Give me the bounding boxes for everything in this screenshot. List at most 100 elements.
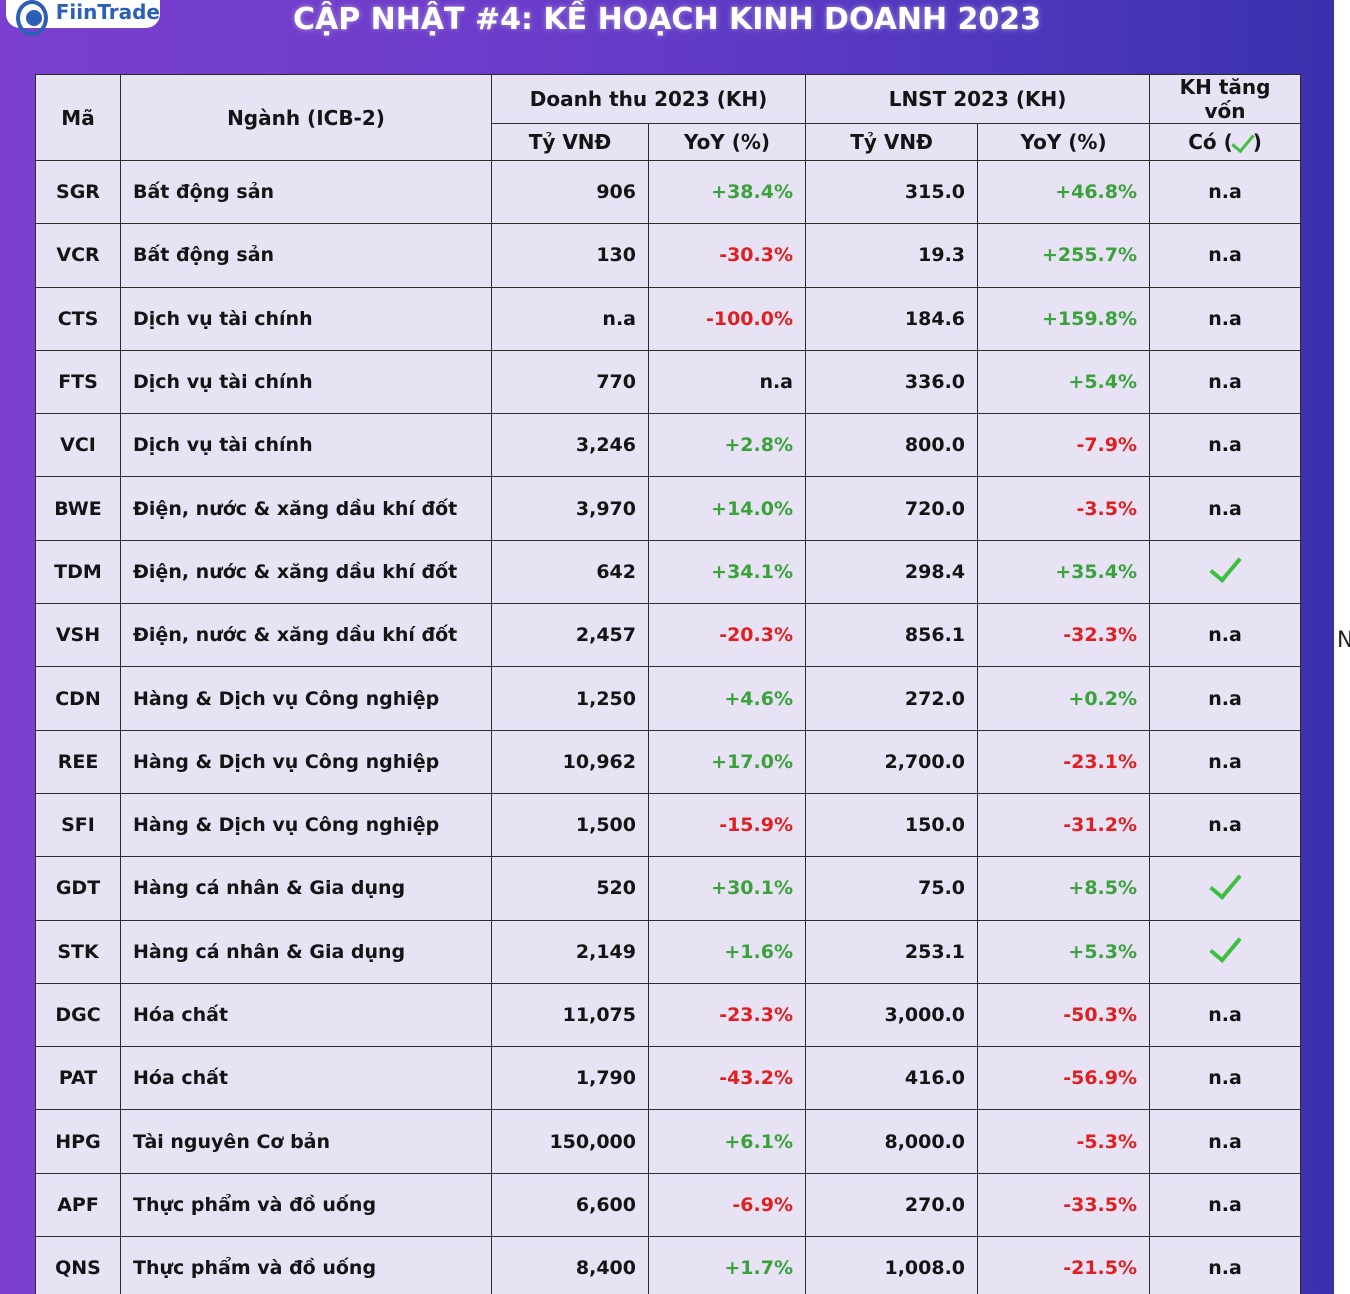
cell-sector: Hàng & Dịch vụ Công nghiệp bbox=[120, 792, 492, 858]
cell-revenue-yoy: -15.9% bbox=[647, 792, 807, 858]
header-capital-yes: Có () bbox=[1149, 123, 1302, 161]
cell-capital-plan bbox=[1149, 856, 1302, 921]
cell-sector: Hàng & Dịch vụ Công nghiệp bbox=[120, 729, 492, 794]
cell-profit: 75.0 bbox=[805, 856, 979, 921]
cell-profit-yoy: +8.5% bbox=[977, 856, 1151, 921]
cell-profit-yoy: -31.2% bbox=[977, 792, 1151, 858]
cell-revenue: 150,000 bbox=[491, 1109, 649, 1174]
cell-revenue-yoy: +34.1% bbox=[647, 539, 807, 605]
cell-capital-plan bbox=[1149, 919, 1302, 984]
cell-capital-plan: n.a bbox=[1149, 603, 1302, 668]
cell-code: DGC bbox=[35, 982, 121, 1048]
cell-revenue: 1,500 bbox=[491, 792, 649, 858]
table-row: VSH Điện, nước & xăng dầu khí đốt 2,457 -20… bbox=[35, 603, 1302, 668]
cell-profit: 3,000.0 bbox=[805, 982, 979, 1048]
header-sector: Ngành (ICB-2) bbox=[120, 74, 492, 161]
cell-profit: 150.0 bbox=[805, 792, 979, 858]
header-profit-yoy: YoY (%) bbox=[977, 123, 1151, 161]
cell-code: QNS bbox=[35, 1236, 121, 1294]
cell-code: CDN bbox=[35, 666, 121, 731]
cell-profit-yoy: -3.5% bbox=[977, 476, 1151, 541]
cell-sector: Hàng & Dịch vụ Công nghiệp bbox=[120, 666, 492, 731]
cell-code: SFI bbox=[35, 792, 121, 858]
page-title: CẬP NHẬT #4: KẾ HOẠCH KINH DOANH 2023 bbox=[292, 2, 1042, 37]
table-row: BWE Điện, nước & xăng dầu khí đốt 3,970 +14… bbox=[35, 476, 1302, 541]
cell-code: STK bbox=[35, 919, 121, 984]
cell-code: CTS bbox=[35, 286, 121, 351]
cell-revenue: 520 bbox=[491, 856, 649, 921]
cell-revenue: 906 bbox=[491, 159, 649, 225]
cell-revenue-yoy: -30.3% bbox=[647, 223, 807, 288]
cell-profit: 270.0 bbox=[805, 1172, 979, 1238]
cell-profit-yoy: -50.3% bbox=[977, 982, 1151, 1048]
table-row: TDM Điện, nước & xăng dầu khí đốt 642 +34.1… bbox=[35, 539, 1302, 605]
check-icon bbox=[1231, 128, 1255, 153]
table-row: REE Hàng & Dịch vụ Công nghiệp 10,962 +17.0… bbox=[35, 729, 1302, 794]
table-row: STK Hàng cá nhân & Gia dụng 2,149 +1.6% 253.… bbox=[35, 919, 1302, 984]
cell-capital-plan: n.a bbox=[1149, 982, 1302, 1048]
edge-glyph: N bbox=[1337, 628, 1350, 653]
cell-sector: Hóa chất bbox=[120, 982, 492, 1048]
cell-sector: Hàng cá nhân & Gia dụng bbox=[120, 919, 492, 984]
cell-sector: Dịch vụ tài chính bbox=[120, 413, 492, 478]
cell-revenue-yoy: -20.3% bbox=[647, 603, 807, 668]
cell-revenue: 8,400 bbox=[491, 1236, 649, 1294]
table-row: SGR Bất động sản 906 +38.4% 315.0 +46.8% n.a bbox=[35, 159, 1302, 225]
cell-revenue-yoy: +30.1% bbox=[647, 856, 807, 921]
cell-code: REE bbox=[35, 729, 121, 794]
check-icon bbox=[1208, 929, 1242, 964]
cell-revenue: 11,075 bbox=[491, 982, 649, 1048]
cell-capital-plan: n.a bbox=[1149, 666, 1302, 731]
cell-profit-yoy: +0.2% bbox=[977, 666, 1151, 731]
cell-sector: Hóa chất bbox=[120, 1046, 492, 1111]
cell-revenue-yoy: -43.2% bbox=[647, 1046, 807, 1111]
cell-sector: Bất động sản bbox=[120, 223, 492, 288]
cell-code: APF bbox=[35, 1172, 121, 1238]
header-yes-prefix: Có ( bbox=[1188, 130, 1233, 154]
cell-revenue: 2,457 bbox=[491, 603, 649, 668]
cell-revenue-yoy: -23.3% bbox=[647, 982, 807, 1048]
cell-code: PAT bbox=[35, 1046, 121, 1111]
cell-code: GDT bbox=[35, 856, 121, 921]
cell-profit-yoy: -7.9% bbox=[977, 413, 1151, 478]
cell-profit-yoy: -56.9% bbox=[977, 1046, 1151, 1111]
cell-revenue: 3,970 bbox=[491, 476, 649, 541]
cell-revenue-yoy: -6.9% bbox=[647, 1172, 807, 1238]
cell-sector: Điện, nước & xăng dầu khí đốt bbox=[120, 539, 492, 605]
cell-revenue-yoy: +1.6% bbox=[647, 919, 807, 984]
table-row: HPG Tài nguyên Cơ bản 150,000 +6.1% 8,000.0-… bbox=[35, 1109, 1302, 1174]
cell-capital-plan: n.a bbox=[1149, 159, 1302, 225]
cell-profit: 1,008.0 bbox=[805, 1236, 979, 1294]
header-revenue-yoy: YoY (%) bbox=[647, 123, 807, 161]
cell-profit-yoy: -23.1% bbox=[977, 729, 1151, 794]
cell-profit: 253.1 bbox=[805, 919, 979, 984]
header-yes-suffix: ) bbox=[1252, 130, 1262, 154]
table-row: PAT Hóa chất 1,790 -43.2% 416.0 -56.9% n.a bbox=[35, 1046, 1302, 1111]
table-row: CDN Hàng & Dịch vụ Công nghiệp 1,250 +4.6% 2… bbox=[35, 666, 1302, 731]
cell-revenue: 3,246 bbox=[491, 413, 649, 478]
table-row: QNS Thực phẩm và đồ uống 8,400 +1.7% 1,008.0… bbox=[35, 1236, 1302, 1294]
cell-revenue-yoy: n.a bbox=[647, 349, 807, 415]
check-icon bbox=[1208, 865, 1242, 900]
cell-profit: 8,000.0 bbox=[805, 1109, 979, 1174]
table-row: APF Thực phẩm và đồ uống 6,600 -6.9% 270.0 -3… bbox=[35, 1172, 1302, 1238]
cell-code: VSH bbox=[35, 603, 121, 668]
cell-code: VCI bbox=[35, 413, 121, 478]
cell-revenue: 2,149 bbox=[491, 919, 649, 984]
cell-profit-yoy: -21.5% bbox=[977, 1236, 1151, 1294]
header-profit-group: LNST 2023 (KH) bbox=[805, 74, 1151, 124]
header-revenue-unit: Tỷ VNĐ bbox=[491, 123, 649, 161]
cell-sector: Bất động sản bbox=[120, 159, 492, 225]
header-capital-group: KH tăng vốn bbox=[1149, 74, 1302, 124]
cell-revenue-yoy: +38.4% bbox=[647, 159, 807, 225]
table-row: VCI Dịch vụ tài chính 3,246 +2.8% 800.0 -7.9%… bbox=[35, 413, 1302, 478]
cell-code: TDM bbox=[35, 539, 121, 605]
cell-revenue: 770 bbox=[491, 349, 649, 415]
table-row: GDT Hàng cá nhân & Gia dụng 520 +30.1% 75.0 +… bbox=[35, 856, 1302, 921]
cell-profit: 298.4 bbox=[805, 539, 979, 605]
cell-capital-plan: n.a bbox=[1149, 476, 1302, 541]
cell-sector: Tài nguyên Cơ bản bbox=[120, 1109, 492, 1174]
cell-revenue-yoy: +4.6% bbox=[647, 666, 807, 731]
table-row: DGC Hóa chất 11,075 -23.3% 3,000.0 -50.3% n.a bbox=[35, 982, 1302, 1048]
cell-revenue-yoy: +2.8% bbox=[647, 413, 807, 478]
